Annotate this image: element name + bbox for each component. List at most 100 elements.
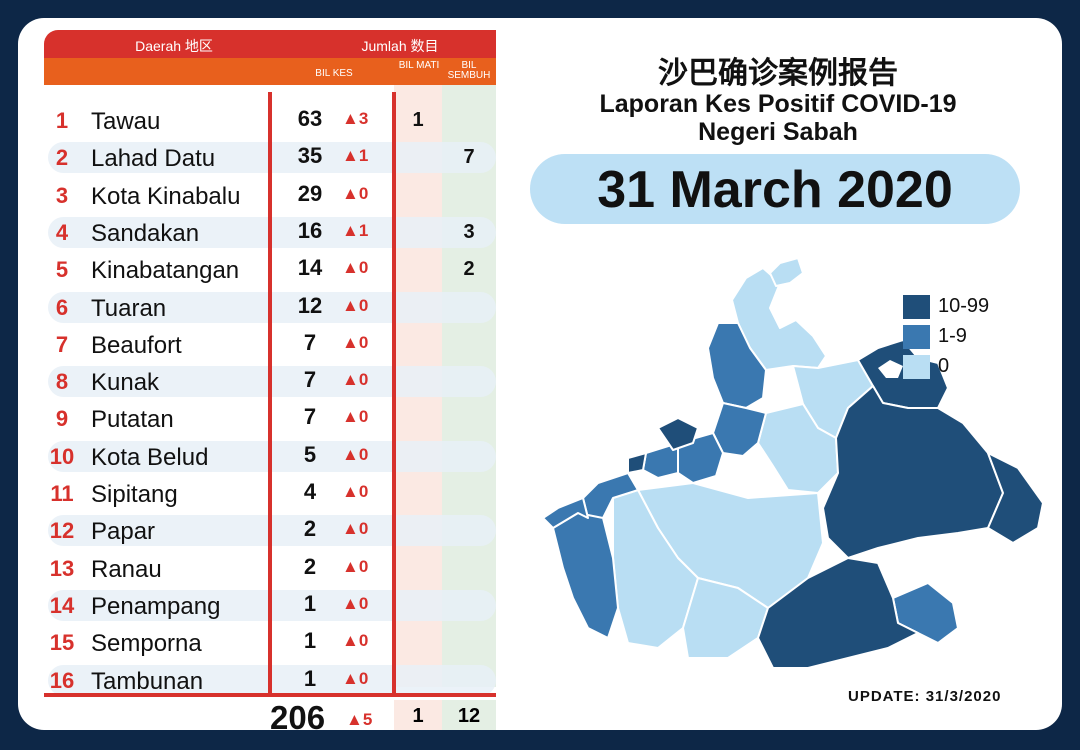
case-increase: ▲0: [342, 258, 369, 278]
total-deaths: 1: [394, 700, 442, 730]
table-row: 5 Kinabatangan 14 ▲0 2: [44, 252, 496, 286]
district-name: Lahad Datu: [91, 145, 216, 173]
row-number: 16: [49, 667, 75, 693]
case-count: 4: [303, 479, 317, 504]
district-name: Kota Belud: [91, 443, 209, 471]
title-chinese: 沙巴确诊案例报告: [658, 57, 898, 90]
district-name: Beaufort: [91, 331, 182, 359]
case-count: 35: [297, 143, 323, 169]
case-increase: ▲0: [342, 631, 369, 651]
map-tawau-region: [757, 557, 919, 669]
table-row: 2 Lahad Datu 35 ▲1 7: [44, 140, 496, 174]
map-sipitang-region: [552, 512, 619, 639]
case-count: 16: [297, 217, 323, 243]
map-beaufort-region: [542, 497, 589, 529]
map-tuaran-region: [657, 417, 699, 451]
map-lahad-datu-region: [987, 452, 1044, 544]
row-band: [48, 664, 496, 696]
row-number: 1: [55, 108, 69, 133]
case-increase: ▲0: [342, 444, 369, 464]
row-number: 6: [55, 294, 69, 320]
table-row: 14 Penampang 1 ▲0: [44, 588, 496, 622]
divider-left: [268, 92, 272, 697]
table-row: 8 Kunak 7 ▲0: [44, 364, 496, 398]
case-count: 7: [303, 329, 317, 355]
case-table: Daerah 地区 Jumlah 数目 BIL KES BIL MATI BIL…: [44, 30, 496, 730]
district-name: Sandakan: [91, 219, 200, 247]
report-date: 31 March 2020: [530, 154, 1020, 224]
map-tenom-region: [682, 577, 769, 659]
district-name: Putatan: [91, 406, 174, 434]
case-increase: ▲1: [342, 146, 369, 166]
map-kota-kinabalu-region: [627, 452, 647, 474]
title-line1: Laporan Kes Positif COVID-19: [599, 90, 957, 118]
row-band: [48, 440, 496, 472]
row-number: 8: [55, 369, 69, 395]
table-header-sub: BIL KES BIL MATI BIL SEMBUH: [44, 58, 496, 85]
row-number: 14: [49, 592, 75, 618]
header-bil-mati: BIL MATI: [398, 60, 440, 71]
legend-swatch-high: [903, 295, 930, 319]
case-count: 63: [297, 106, 323, 131]
district-name: Semporna: [91, 630, 202, 658]
case-increase: ▲3: [342, 109, 369, 128]
district-name: Tawau: [91, 108, 161, 135]
legend-label-high: 10-99: [938, 295, 990, 317]
map-kinabatangan-region: [822, 385, 1004, 559]
district-name: Tuaran: [91, 294, 167, 322]
case-count: 5: [303, 441, 317, 467]
row-number: 4: [55, 219, 69, 245]
table-row: 4 Sandakan 16 ▲1 3: [44, 215, 496, 249]
case-count: 29: [297, 180, 323, 206]
total-divider: [44, 693, 496, 697]
divider-right: [392, 92, 396, 697]
case-increase: ▲0: [342, 407, 369, 427]
case-increase: ▲0: [342, 556, 369, 576]
row-number: 3: [55, 182, 69, 208]
table-row: 12 Papar 2 ▲0: [44, 513, 496, 547]
table-row: 7 Beaufort 7 ▲0: [44, 327, 496, 361]
map-ranau-region: [757, 403, 839, 494]
map-kota-marudu-region: [707, 322, 767, 409]
case-count: 2: [303, 553, 317, 579]
legend-label-zero: 0: [938, 355, 950, 377]
row-number: 10: [49, 443, 75, 469]
total-increase: ▲5: [346, 710, 373, 729]
district-name: Tambunan: [91, 667, 204, 695]
case-count: 1: [303, 590, 317, 616]
row-number: 2: [55, 145, 69, 171]
row-band: [48, 366, 496, 398]
header-daerah: Daerah 地区: [135, 38, 213, 54]
row-number: 9: [55, 406, 69, 432]
title-line2: Negeri Sabah: [698, 118, 858, 146]
case-increase: ▲0: [342, 370, 369, 390]
infographic-card: Daerah 地区 Jumlah 数目 BIL KES BIL MATI BIL…: [18, 18, 1062, 730]
district-name: Sipitang: [91, 481, 178, 508]
legend-swatch-mid: [903, 325, 930, 349]
case-count: 1: [303, 628, 317, 654]
table-row: 3 Kota Kinabalu 29 ▲0: [44, 178, 496, 212]
case-increase: ▲0: [342, 295, 369, 315]
district-name: Kinabatangan: [91, 257, 240, 285]
sabah-map: [542, 257, 1044, 669]
case-increase: ▲1: [342, 220, 369, 240]
case-increase: ▲0: [342, 593, 369, 613]
row-band: [48, 589, 496, 621]
row-band: [48, 216, 496, 248]
table-row: 1 Tawau 63 ▲3 1: [44, 103, 496, 137]
map-sandakan-bay: [878, 360, 903, 378]
death-count: 1: [412, 109, 424, 131]
table-row: 13 Ranau 2 ▲0: [44, 551, 496, 585]
row-band: [48, 515, 496, 547]
case-count: 2: [303, 516, 317, 542]
case-count: 14: [297, 255, 323, 281]
table-row: 15 Semporna 1 ▲0: [44, 625, 496, 659]
table-row: 16 Tambunan 1 ▲0: [44, 663, 496, 697]
table-header-top: Daerah 地区 Jumlah 数目: [44, 30, 496, 58]
district-name: Kunak: [91, 369, 160, 397]
row-number: 12: [49, 518, 75, 544]
row-band: [48, 142, 496, 174]
case-increase: ▲0: [342, 332, 369, 352]
case-increase: ▲0: [342, 183, 369, 203]
row-number: 7: [55, 331, 69, 357]
